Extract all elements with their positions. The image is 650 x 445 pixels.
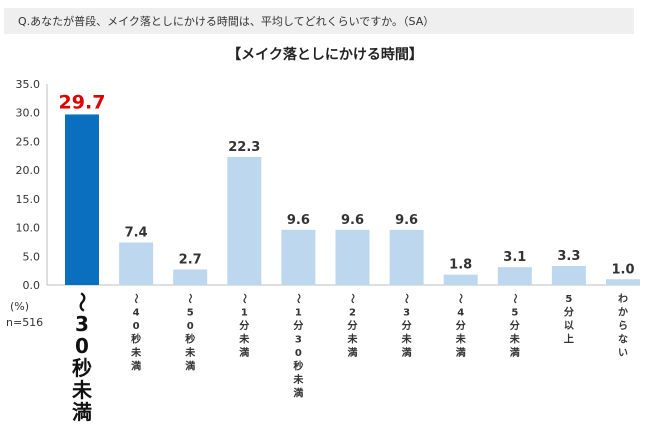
category-label-char: 未 <box>347 333 358 346</box>
category-label-char: な <box>618 334 628 346</box>
category-label-char: ～ <box>70 292 94 312</box>
category-label-char: 満 <box>293 387 303 400</box>
category-label-char: 満 <box>131 360 141 373</box>
category-label-char: 秒 <box>293 360 303 373</box>
question-text: Q.あなたが普段、メイク落としにかける時間は、平均してどれくらいですか。（SA） <box>18 15 435 28</box>
question-banner: Q.あなたが普段、メイク落としにかける時間は、平均してどれくらいですか。（SA） <box>4 8 634 34</box>
category-label-char: 未 <box>238 333 249 346</box>
category-label-char: い <box>618 348 628 359</box>
data-label: 3.1 <box>503 250 526 265</box>
category-label-char: 4 <box>457 308 464 319</box>
category-label-char: ～ <box>184 294 195 304</box>
sample-size-label: n=516 <box>6 316 44 329</box>
bar <box>65 114 99 286</box>
y-tick-label: 10.0 <box>16 222 41 235</box>
category-label-char: 未 <box>292 373 303 386</box>
data-label: 1.8 <box>449 258 472 273</box>
category-label-char: ～ <box>130 294 141 304</box>
bar <box>497 267 532 285</box>
category-label-char: ～ <box>454 294 465 304</box>
category-label-char: 満 <box>456 346 466 359</box>
category-label-char: 分 <box>456 319 466 332</box>
category-label-char: ～ <box>292 294 303 304</box>
category-label-char: 満 <box>72 400 92 424</box>
category-label-char: ～ <box>508 294 519 304</box>
bar <box>606 279 640 285</box>
category-label-char: 0 <box>75 334 89 358</box>
category-label-char: 未 <box>401 333 412 346</box>
category-label-char: 未 <box>130 346 141 359</box>
category-label-char: 満 <box>348 346 358 359</box>
data-label: 9.6 <box>341 213 364 228</box>
category-label-char: 分 <box>348 319 358 332</box>
category-label-char: 5 <box>565 294 572 305</box>
bar <box>443 274 478 285</box>
bar <box>281 229 316 285</box>
category-label-char: 未 <box>184 346 195 359</box>
y-tick-label: 30.0 <box>16 107 41 120</box>
category-label-char: 3 <box>295 335 302 346</box>
category-label-char: 0 <box>133 321 140 332</box>
data-label: 7.4 <box>125 226 148 241</box>
bar <box>119 242 154 285</box>
bar <box>335 229 370 285</box>
y-tick-label: 5.0 <box>23 250 41 263</box>
category-label-char: 未 <box>455 333 466 346</box>
category-label-char: 秒 <box>72 356 92 380</box>
category-label-char: ～ <box>238 294 249 304</box>
data-label: 3.3 <box>557 249 580 264</box>
category-label-char: 秒 <box>185 333 195 346</box>
data-label: 29.7 <box>59 91 106 113</box>
category-label-char: 満 <box>510 346 520 359</box>
category-label-char: 上 <box>564 333 574 346</box>
category-label-char: 5 <box>187 308 194 319</box>
y-tick-label: 25.0 <box>16 135 41 148</box>
bar <box>173 269 208 285</box>
category-label-char: 満 <box>185 360 195 373</box>
y-tick-label: 35.0 <box>16 78 41 91</box>
category-label-char: 1 <box>241 308 248 319</box>
category-label-char: ～ <box>346 294 357 304</box>
bar <box>551 266 586 285</box>
category-label-char: 未 <box>72 378 92 402</box>
category-label-char: 分 <box>402 319 412 332</box>
category-label-char: 満 <box>239 346 249 359</box>
category-label-char: 未 <box>509 333 520 346</box>
category-label-char: 4 <box>133 308 140 319</box>
bar <box>227 156 262 285</box>
unit-label: (%) <box>10 300 30 313</box>
y-tick-label: 20.0 <box>16 164 41 177</box>
data-label: 2.7 <box>179 252 202 267</box>
category-label-char: 分 <box>239 319 249 332</box>
bar <box>389 229 424 285</box>
category-label-char: 2 <box>349 308 356 319</box>
category-label-char: か <box>618 307 628 319</box>
y-tick-label: 0.0 <box>23 279 41 292</box>
category-label-char: わ <box>618 293 628 305</box>
category-label-char: 満 <box>402 346 412 359</box>
category-label-char: 5 <box>511 308 518 319</box>
category-label-char: 3 <box>403 308 410 319</box>
category-label-char: 以 <box>564 320 574 332</box>
chart-title: 【メイク落としにかける時間】 <box>227 47 423 63</box>
category-label-char: 秒 <box>131 333 141 346</box>
data-label: 9.6 <box>395 213 418 228</box>
category-label-char: 1 <box>295 308 302 319</box>
category-label-char: 3 <box>75 312 89 336</box>
category-label-char: ～ <box>400 294 411 304</box>
category-label-char: 0 <box>295 348 302 359</box>
category-label-char: 分 <box>510 319 520 332</box>
category-label-char: 分 <box>564 306 574 319</box>
category-label-char: 分 <box>293 319 303 332</box>
category-label-char: ら <box>618 320 628 332</box>
data-label: 9.6 <box>287 213 310 228</box>
y-tick-label: 15.0 <box>16 193 41 206</box>
data-label: 22.3 <box>228 140 260 155</box>
category-label-char: 0 <box>187 321 194 332</box>
data-label: 1.0 <box>611 262 634 277</box>
